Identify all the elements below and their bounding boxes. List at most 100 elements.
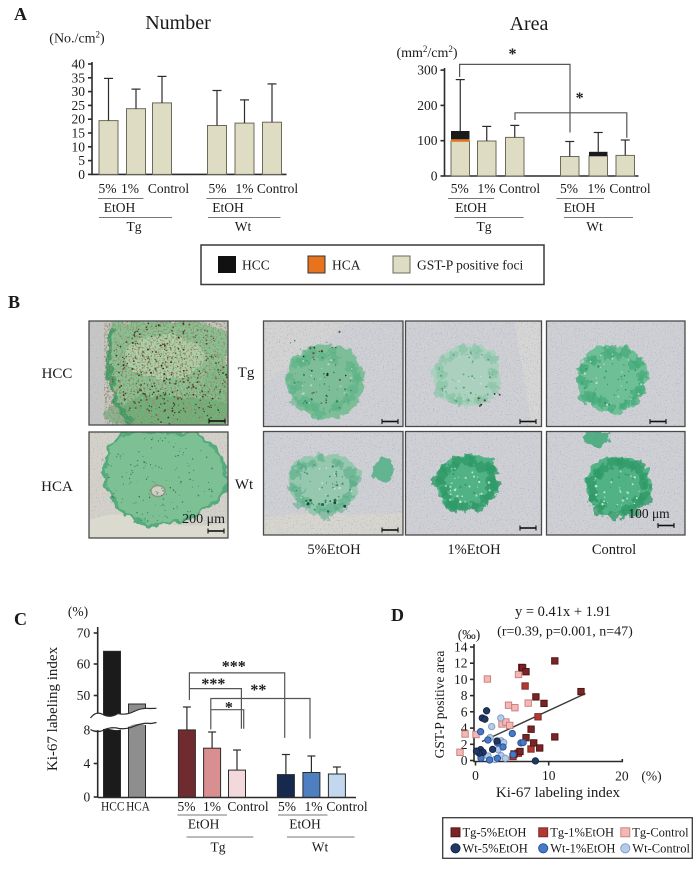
svg-text:HCA: HCA (126, 800, 150, 814)
svg-text:Control: Control (592, 542, 636, 558)
svg-text:0: 0 (461, 753, 468, 768)
svg-text:GST-P positive area: GST-P positive area (432, 651, 447, 759)
svg-text:*: * (509, 46, 517, 63)
svg-text:HCA: HCA (41, 479, 73, 495)
svg-text:Wt-5%EtOH: Wt-5%EtOH (463, 842, 528, 856)
svg-text:GST-P positive foci: GST-P positive foci (417, 258, 524, 273)
svg-text:EtOH: EtOH (564, 200, 596, 215)
svg-text:*: * (225, 700, 233, 717)
svg-text:EtOH: EtOH (104, 200, 136, 215)
svg-text:300: 300 (417, 63, 438, 78)
svg-text:Tg-Control: Tg-Control (632, 826, 689, 840)
svg-text:EtOH: EtOH (289, 817, 321, 832)
svg-text:1%: 1% (588, 181, 606, 196)
svg-text:0: 0 (431, 169, 438, 184)
svg-text:Tg-1%EtOH: Tg-1%EtOH (550, 826, 614, 840)
svg-text:EtOH: EtOH (212, 200, 244, 215)
svg-text:0: 0 (83, 790, 90, 805)
svg-text:HCA: HCA (332, 258, 361, 273)
svg-text:C: C (14, 609, 27, 629)
svg-text:5%: 5% (99, 181, 117, 196)
svg-text:100: 100 (417, 133, 438, 148)
svg-text:HCC: HCC (101, 800, 125, 814)
svg-text:***: *** (222, 659, 246, 676)
svg-text:Control: Control (326, 799, 368, 814)
svg-text:10: 10 (72, 139, 86, 154)
svg-text:EtOH: EtOH (455, 200, 487, 215)
svg-text:12: 12 (454, 656, 468, 671)
svg-text:60: 60 (77, 657, 91, 672)
svg-text:5%: 5% (178, 799, 196, 814)
svg-text:Control: Control (499, 181, 541, 196)
svg-text:Wt: Wt (312, 840, 329, 855)
svg-text:1%: 1% (478, 181, 496, 196)
svg-text:Tg: Tg (238, 365, 255, 381)
svg-text:25: 25 (72, 98, 86, 113)
svg-text:***: *** (201, 676, 225, 693)
svg-text:Wt: Wt (235, 219, 252, 234)
svg-text:Tg: Tg (477, 219, 492, 234)
svg-text:5%EtOH: 5%EtOH (307, 542, 361, 558)
svg-text:10: 10 (542, 768, 556, 783)
svg-text:14: 14 (454, 640, 468, 655)
svg-text:40: 40 (72, 57, 86, 72)
svg-text:35: 35 (72, 70, 86, 85)
svg-text:*: * (576, 90, 584, 107)
svg-text:Control: Control (609, 181, 651, 196)
svg-text:Ki-67 labeling index: Ki-67 labeling index (496, 785, 621, 801)
svg-text:Tg-5%EtOH: Tg-5%EtOH (463, 826, 527, 840)
svg-text:1%: 1% (203, 799, 221, 814)
svg-text:Ki-67 labeling index: Ki-67 labeling index (45, 646, 61, 771)
svg-text:8: 8 (83, 723, 90, 738)
svg-text:5%: 5% (209, 181, 227, 196)
svg-text:B: B (8, 292, 20, 312)
svg-text:2: 2 (461, 737, 468, 752)
svg-text:0: 0 (78, 167, 85, 182)
svg-text:Tg: Tg (211, 840, 226, 855)
svg-text:20: 20 (615, 769, 629, 784)
svg-text:(‰): (‰) (458, 627, 481, 642)
svg-text:200: 200 (417, 98, 438, 113)
svg-text:Area: Area (510, 13, 549, 35)
svg-text:Wt-1%EtOH: Wt-1%EtOH (550, 842, 615, 856)
svg-text:5: 5 (78, 153, 85, 168)
svg-text:Number: Number (145, 12, 211, 34)
svg-text:15: 15 (72, 126, 86, 141)
svg-text:(r=0.39, p=0.001, n=47): (r=0.39, p=0.001, n=47) (497, 625, 633, 640)
svg-text:5%: 5% (278, 799, 296, 814)
svg-text:1%: 1% (236, 181, 254, 196)
svg-text:Wt-Control: Wt-Control (632, 842, 690, 856)
svg-text:6: 6 (461, 704, 468, 719)
svg-text:Wt: Wt (586, 219, 603, 234)
svg-text:Tg: Tg (127, 219, 142, 234)
svg-text:(%): (%) (641, 769, 661, 784)
svg-text:A: A (14, 4, 27, 24)
svg-text:(No./cm2): (No./cm2) (49, 30, 105, 47)
svg-text:**: ** (250, 682, 266, 699)
svg-text:y = 0.41x + 1.91: y = 0.41x + 1.91 (515, 604, 611, 620)
svg-text:Control: Control (257, 181, 299, 196)
svg-text:5%: 5% (451, 181, 469, 196)
svg-text:200 μm: 200 μm (182, 512, 225, 527)
svg-text:1%: 1% (121, 181, 139, 196)
svg-text:8: 8 (461, 688, 468, 703)
svg-text:Control: Control (227, 799, 269, 814)
svg-text:10: 10 (454, 672, 468, 687)
svg-text:EtOH: EtOH (188, 817, 220, 832)
svg-text:D: D (391, 605, 404, 625)
svg-text:HCC: HCC (42, 366, 73, 382)
svg-text:1%: 1% (305, 799, 323, 814)
svg-text:4: 4 (461, 721, 468, 736)
svg-text:(mm2/cm2): (mm2/cm2) (396, 44, 457, 61)
svg-text:50: 50 (77, 688, 91, 703)
svg-text:HCC: HCC (242, 258, 270, 273)
svg-text:30: 30 (72, 84, 86, 99)
svg-text:70: 70 (77, 626, 91, 641)
svg-text:4: 4 (83, 756, 90, 771)
svg-text:Control: Control (148, 181, 190, 196)
svg-text:1%EtOH: 1%EtOH (447, 542, 501, 558)
svg-text:5%: 5% (560, 181, 578, 196)
svg-text:0: 0 (472, 768, 479, 783)
svg-text:100 μm: 100 μm (628, 506, 670, 521)
svg-text:20: 20 (72, 112, 86, 127)
